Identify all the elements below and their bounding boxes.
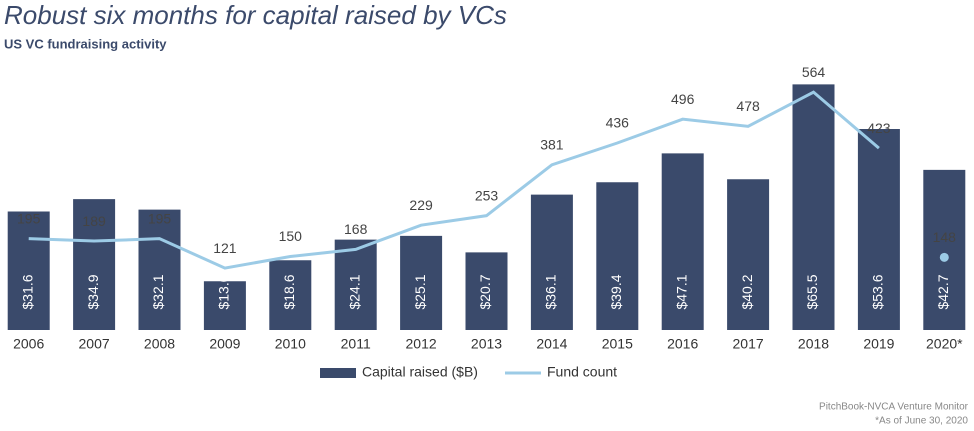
line-value-label: 496 — [671, 91, 695, 107]
bar — [530, 194, 573, 330]
bar — [792, 84, 835, 330]
chart-title: Robust six months for capital raised by … — [4, 0, 507, 30]
x-tick-label: 2014 — [536, 336, 567, 352]
bar — [857, 129, 900, 330]
bar-value-label: $39.4 — [608, 274, 624, 309]
line-value-label: 381 — [540, 137, 564, 153]
bar — [203, 281, 246, 330]
line-value-label: 148 — [933, 229, 957, 245]
source: PitchBook-NVCA Venture Monitor — [819, 402, 969, 413]
x-tick-label: 2016 — [667, 336, 698, 352]
bar-value-label: $31.6 — [19, 274, 35, 309]
line-value-label: 564 — [802, 64, 826, 80]
x-tick-label: 2017 — [733, 336, 764, 352]
bar-value-label: $34.9 — [85, 274, 101, 309]
x-tick-label: 2018 — [798, 336, 829, 352]
bar — [923, 169, 966, 330]
x-tick-label: 2011 — [341, 336, 371, 352]
line-value-label: 478 — [736, 98, 760, 114]
bar — [269, 260, 312, 330]
line-value-label: 168 — [344, 221, 368, 237]
bar-value-label: $40.2 — [739, 274, 755, 309]
bar-value-label: $32.1 — [150, 274, 166, 309]
x-tick-label: 2013 — [471, 336, 502, 352]
footnote: *As of June 30, 2020 — [875, 416, 968, 427]
bar-value-label: $42.7 — [935, 274, 951, 309]
bar — [334, 239, 377, 330]
bar-value-label: $47.1 — [673, 274, 689, 309]
x-tick-label: 2012 — [406, 336, 437, 352]
x-tick-label: 2010 — [275, 336, 306, 352]
bar — [7, 211, 50, 330]
line-value-label: 195 — [17, 210, 41, 226]
bar — [138, 209, 181, 330]
bar-value-label: $36.1 — [543, 274, 559, 309]
line-value-label: 436 — [606, 115, 630, 131]
bar-value-label: $18.6 — [281, 274, 297, 309]
bar — [596, 182, 639, 330]
bar — [465, 252, 508, 330]
bar — [400, 235, 443, 330]
x-tick-label: 2009 — [209, 336, 240, 352]
bar-value-label: $25.1 — [412, 274, 428, 309]
x-tick-label: 2015 — [602, 336, 633, 352]
bar-value-label: $20.7 — [477, 274, 493, 309]
x-tick-label: 2007 — [79, 336, 110, 352]
bar-value-label: $53.6 — [870, 274, 886, 309]
legend-label: Fund count — [547, 364, 617, 380]
bar — [727, 179, 770, 330]
point — [939, 252, 949, 262]
line-value-label: 195 — [148, 210, 172, 226]
line-value-label: 189 — [82, 213, 106, 229]
bar — [661, 153, 704, 330]
line-value-label: 253 — [475, 187, 499, 203]
x-tick-label: 2019 — [863, 336, 894, 352]
chart-subtitle: US VC fundraising activity — [4, 36, 167, 51]
bar-value-label: $24.1 — [346, 274, 362, 309]
bar-value-label: $13.0 — [216, 274, 232, 309]
bar — [73, 199, 116, 330]
legend-label: Capital raised ($B) — [362, 364, 478, 380]
bar-value-label: $65.5 — [804, 274, 820, 309]
x-tick-label: 2006 — [13, 336, 44, 352]
x-tick-label: 2008 — [144, 336, 175, 352]
line-value-label: 121 — [213, 240, 237, 256]
line-value-label: 229 — [409, 197, 433, 213]
line-value-label: 423 — [867, 120, 891, 136]
line-value-label: 150 — [279, 228, 303, 244]
legend-swatch — [320, 368, 356, 378]
x-tick-label: 2020* — [926, 336, 963, 352]
